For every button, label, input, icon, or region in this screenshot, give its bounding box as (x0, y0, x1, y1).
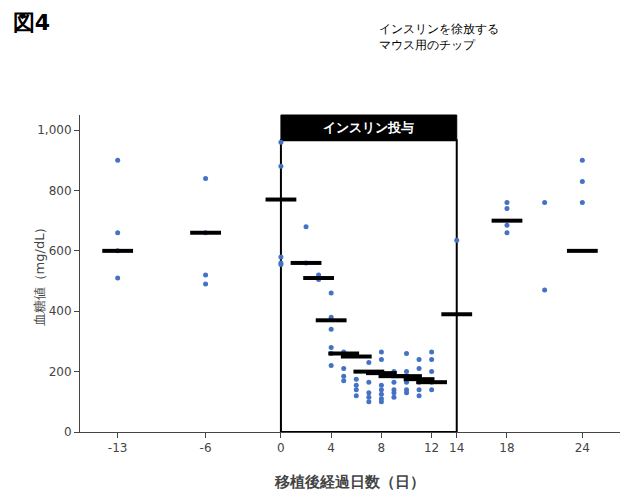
svg-text:0: 0 (277, 441, 285, 455)
svg-text:400: 400 (49, 304, 72, 318)
svg-text:8: 8 (378, 441, 386, 455)
svg-text:インスリン投与: インスリン投与 (323, 120, 414, 135)
svg-text:24: 24 (575, 441, 590, 455)
svg-text:600: 600 (49, 244, 72, 258)
svg-text:1,000: 1,000 (37, 123, 71, 137)
svg-text:図4: 図4 (13, 10, 50, 35)
svg-text:4: 4 (327, 441, 335, 455)
svg-text:14: 14 (449, 441, 464, 455)
svg-text:18: 18 (499, 441, 514, 455)
svg-text:0: 0 (64, 425, 72, 439)
svg-text:-6: -6 (200, 441, 212, 455)
svg-text:800: 800 (49, 184, 72, 198)
svg-text:-13: -13 (108, 441, 128, 455)
svg-text:200: 200 (49, 365, 72, 379)
svg-text:12: 12 (424, 441, 439, 455)
svg-text:血糖値（mg/dL）: 血糖値（mg/dL） (32, 221, 47, 327)
svg-text:移植後経過日数（日）: 移植後経過日数（日） (274, 473, 425, 491)
svg-text:インスリンを徐放するマウス用のチップ: インスリンを徐放するマウス用のチップ (379, 22, 499, 52)
